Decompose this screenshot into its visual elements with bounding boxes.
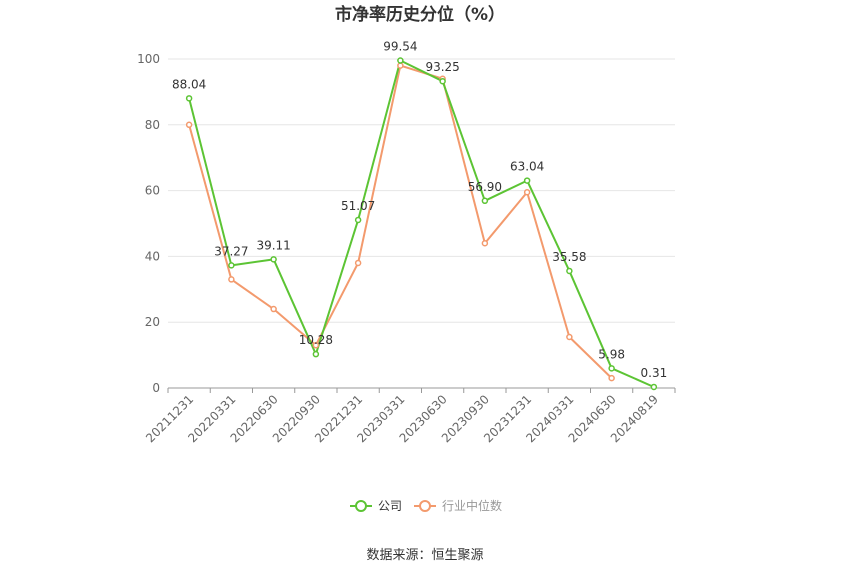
y-tick-label: 80: [145, 118, 160, 132]
industry-median-line: [188, 64, 613, 379]
industry-median-point[interactable]: [481, 239, 489, 247]
company-point[interactable]: [481, 197, 489, 205]
data-label: 39.11: [256, 238, 290, 252]
company-point[interactable]: [523, 177, 531, 184]
y-tick-label: 0: [152, 381, 160, 395]
company-point[interactable]: [650, 383, 658, 391]
data-source: 数据来源：恒生聚源: [366, 548, 483, 563]
company-point[interactable]: [185, 95, 193, 102]
legend-company-circle-icon: [355, 500, 367, 512]
industry-median-point[interactable]: [608, 374, 615, 382]
industry-median-point[interactable]: [354, 259, 362, 267]
data-label: 51.07: [341, 199, 375, 213]
y-tick-label: 100: [137, 52, 160, 66]
company-point[interactable]: [397, 57, 404, 64]
data-label: 10.28: [299, 333, 333, 347]
data-label: 88.04: [172, 77, 206, 91]
company-point[interactable]: [228, 262, 235, 269]
data-label: 99.54: [383, 40, 417, 54]
series-points: [185, 57, 658, 391]
company-line: [188, 59, 655, 388]
x-axis: [167, 387, 676, 393]
company-point[interactable]: [566, 267, 573, 275]
data-label: 35.58: [552, 250, 586, 264]
legend-company-label: 公司: [378, 499, 402, 513]
grid: [168, 58, 675, 323]
company-point[interactable]: [439, 77, 446, 85]
legend-industry-label: 行业中位数: [442, 498, 502, 513]
chart-title: 市净率历史分位（%）: [335, 4, 505, 25]
y-tick-label: 20: [145, 315, 160, 329]
company-point[interactable]: [270, 256, 277, 263]
industry-median-point[interactable]: [270, 305, 277, 313]
company-point[interactable]: [608, 365, 615, 372]
series-lines: [188, 59, 655, 388]
y-tick-label: 60: [145, 184, 160, 198]
company-point[interactable]: [354, 216, 362, 224]
legend-industry-circle-icon: [419, 500, 431, 512]
data-label: 56.90: [468, 180, 502, 194]
data-label: 5.98: [598, 347, 625, 361]
company-point[interactable]: [312, 350, 320, 358]
industry-median-point[interactable]: [312, 341, 320, 349]
legend-item-company[interactable]: 公司: [350, 499, 402, 513]
data-labels: 88.04 37.27 39.11 10.28 51.07 99.54 93.25 56.90…: [172, 40, 667, 380]
data-label: 63.04: [510, 160, 544, 174]
industry-median-point[interactable]: [566, 333, 573, 341]
legend: 公司 行业中位数: [350, 498, 502, 513]
industry-median-point[interactable]: [397, 62, 404, 69]
data-label: 37.27: [214, 244, 248, 258]
y-tick-label: 40: [145, 249, 160, 263]
industry-median-point[interactable]: [228, 276, 235, 283]
industry-median-point[interactable]: [185, 121, 193, 129]
legend-item-industry-median[interactable]: 行业中位数: [414, 498, 502, 513]
data-label: 93.25: [425, 60, 459, 74]
y-axis: 0 20 40 60 80 100: [137, 52, 160, 395]
x-axis-labels: 2021123120220331202206302022093020221231…: [143, 392, 661, 445]
industry-median-point[interactable]: [523, 188, 531, 196]
data-label: 0.31: [641, 366, 668, 380]
